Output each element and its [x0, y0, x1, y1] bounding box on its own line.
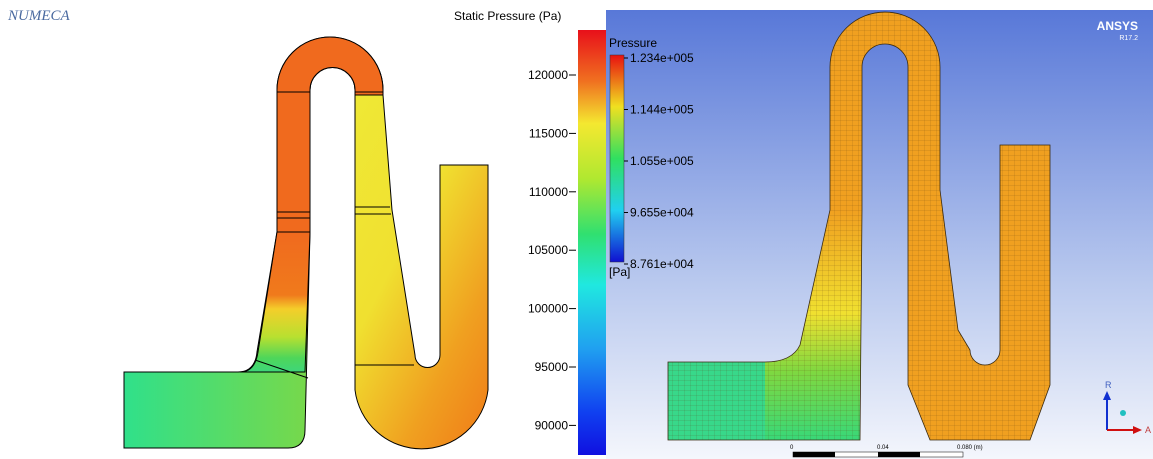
riser — [240, 232, 310, 372]
colorbar-tick-label: 90000 — [535, 418, 569, 432]
legend-unit: [Pa] — [609, 265, 630, 279]
scale-bar-segment — [793, 452, 835, 457]
version: R17.2 — [1119, 35, 1138, 42]
colorbar-title: Static Pressure (Pa) — [454, 9, 561, 23]
cfd-comparison: NUMECA Static Pressure (Pa) 120000 115000… — [0, 0, 1153, 459]
colorbar-tick-label: 100000 — [528, 302, 568, 316]
colorbar-tick-label: 105000 — [528, 243, 568, 257]
legend-label: 1.144e+005 — [630, 103, 694, 117]
colorbar-tick-label: 115000 — [529, 126, 568, 140]
colorbar-tick-label: 120000 — [528, 68, 568, 82]
colorbar — [578, 30, 606, 455]
legend-label: 1.234e+005 — [630, 51, 694, 65]
legend-label: 9.655e+004 — [630, 206, 694, 220]
legend-label: 1.055e+005 — [630, 154, 694, 168]
legend-title: Pressure — [609, 36, 657, 50]
legend-bar — [610, 55, 624, 262]
scale-label: 0.04 — [877, 445, 889, 451]
logo: NUMECA — [7, 8, 71, 24]
scale-label: 0.080 (m) — [957, 445, 983, 451]
axis-label: R — [1105, 380, 1112, 390]
axis-origin-marker — [1120, 410, 1126, 416]
axis-label: A — [1145, 425, 1151, 435]
logo: ANSYS — [1097, 19, 1138, 33]
colorbar-tick-label: 95000 — [535, 360, 569, 374]
colorbar-tick-label: 110000 — [529, 185, 568, 199]
legend-label: 8.761e+004 — [630, 257, 694, 271]
scale-bar-segment — [878, 452, 920, 457]
